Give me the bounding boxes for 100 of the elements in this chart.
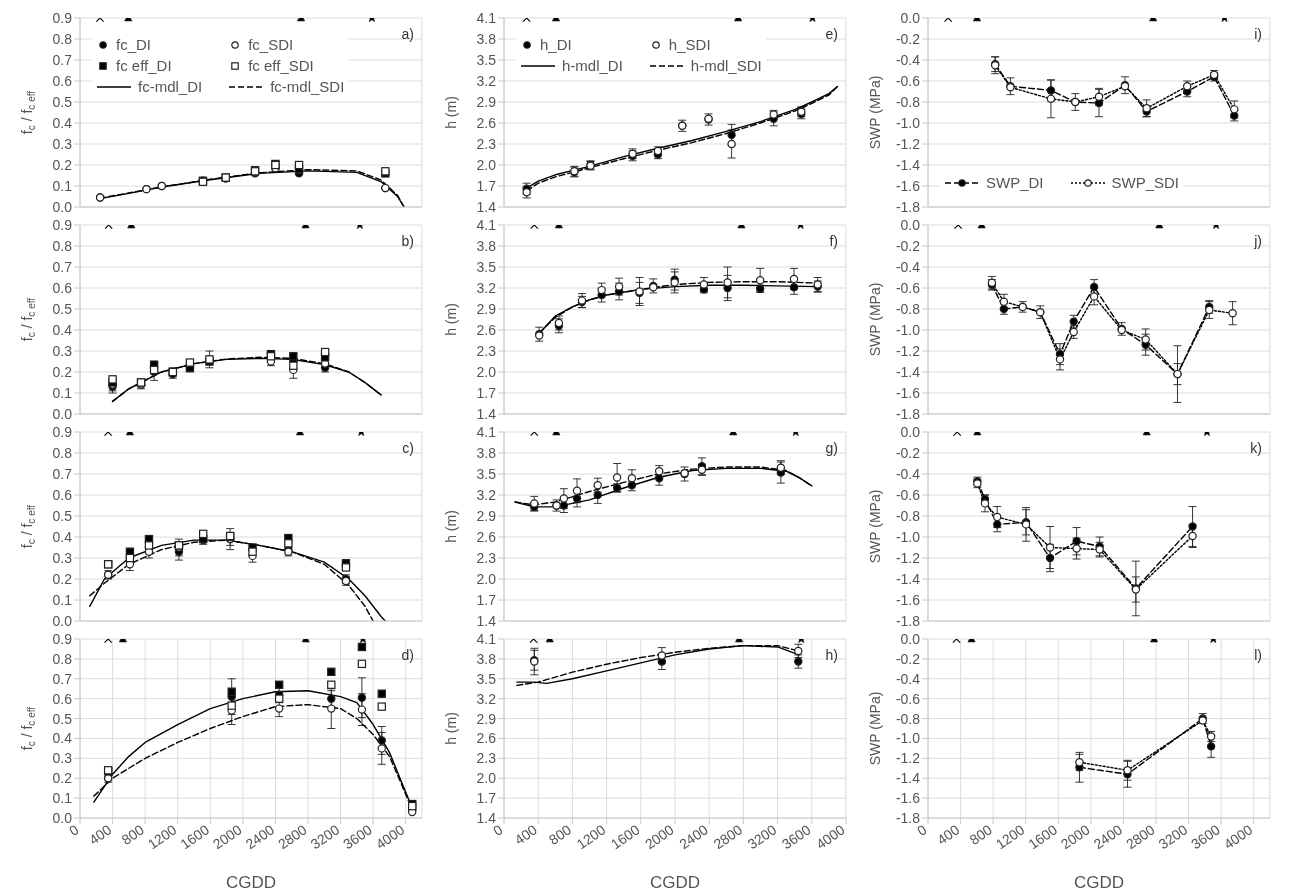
y-tick-label: -1.0 [895, 321, 921, 338]
x-tick-label: 800 [966, 821, 996, 848]
y-tick-label: 0.5 [52, 93, 73, 110]
y-tick-label: -0.6 [895, 690, 921, 707]
y-tick-label: 0.6 [52, 279, 73, 296]
y-tick-label: -1.4 [895, 570, 921, 587]
legend-label: fc eff_DI [116, 57, 172, 74]
y-tick-label: -1.2 [895, 549, 921, 566]
annotation: g) [825, 440, 838, 456]
y-tick-label: -1.8 [895, 198, 921, 215]
y-tick-label: 1.7 [476, 384, 497, 401]
y-tick-label: 4.1 [476, 423, 497, 440]
y-tick-label: 0.0 [52, 612, 73, 629]
annotation: k) [1250, 440, 1262, 456]
y-tick-label: 1.7 [476, 790, 497, 807]
y-tick-label: 2.3 [476, 750, 497, 767]
y-tick-label: 0.2 [52, 363, 73, 380]
y-tick-label: -0.4 [895, 51, 921, 68]
y-tick-label: -1.0 [895, 730, 921, 747]
y-tick-label: -1.8 [895, 612, 921, 629]
y-tick-label: 3.2 [476, 690, 497, 707]
y-tick-label: -0.6 [895, 279, 921, 296]
y-tick-label: 0.0 [52, 809, 73, 826]
y-tick-label: 0.9 [52, 9, 73, 26]
y-tick-label: -1.6 [895, 591, 921, 608]
legend-label: h_SDI [668, 36, 711, 53]
y-tick-label: 0.8 [52, 650, 73, 667]
y-tick-label: 0.8 [52, 237, 73, 254]
y-axis-title: SWP (MPa) [867, 691, 884, 766]
y-tick-label: 0.3 [52, 342, 73, 359]
y-tick-label: 0.0 [900, 9, 921, 26]
y-tick-label: 0.9 [52, 630, 73, 647]
y-tick-label: 0.3 [52, 135, 73, 152]
legend-label: SWP_SDI [1111, 174, 1180, 191]
y-tick-label: 3.8 [476, 237, 497, 254]
annotation: a) [401, 26, 414, 42]
legend-label: fc_SDI [248, 36, 294, 53]
y-tick-label: 3.5 [476, 670, 497, 687]
y-tick-label: 0.1 [52, 177, 73, 194]
y-tick-label: -0.8 [895, 710, 921, 727]
y-tick-label: 0.6 [52, 72, 73, 89]
y-tick-label: 2.3 [476, 549, 497, 566]
y-tick-label: 0.4 [52, 321, 73, 338]
annotation: h) [825, 647, 838, 663]
y-tick-label: 2.0 [476, 570, 497, 587]
y-tick-label: -0.2 [895, 650, 921, 667]
legend-label: fc-mdl_SDI [270, 78, 345, 95]
x-tick-label: 400 [511, 821, 541, 848]
y-tick-label: 2.3 [476, 342, 497, 359]
x-tick-label: 4000 [372, 821, 408, 853]
legend-label: h-mdl_SDI [690, 57, 762, 74]
y-axis-title: h (m) [443, 712, 460, 745]
y-tick-label: 0.1 [52, 384, 73, 401]
y-tick-label: 0.8 [52, 30, 73, 47]
y-tick-label: -1.4 [895, 156, 921, 173]
y-tick-label: 3.5 [476, 465, 497, 482]
y-tick-label: 0.5 [52, 300, 73, 317]
y-tick-label: 0.0 [900, 423, 921, 440]
y-tick-label: 3.8 [476, 650, 497, 667]
x-tick-label: 4000 [1220, 821, 1256, 853]
y-tick-label: -1.2 [895, 750, 921, 767]
y-tick-label: 0.4 [52, 528, 73, 545]
y-tick-label: 3.8 [476, 30, 497, 47]
y-tick-label: 0.7 [52, 258, 73, 275]
y-tick-label: 0.6 [52, 486, 73, 503]
x-tick-label: 4000 [813, 821, 848, 853]
legend-label: h-mdl_DI [562, 57, 623, 74]
y-axis-title: h (m) [443, 510, 460, 543]
y-tick-label: 2.0 [476, 363, 497, 380]
y-tick-label: -0.6 [895, 72, 921, 89]
legend-label: h_DI [540, 36, 572, 53]
y-tick-label: -1.6 [895, 384, 921, 401]
annotation: d) [401, 647, 414, 663]
y-tick-label: 0.0 [900, 630, 921, 647]
y-tick-label: 2.6 [476, 528, 497, 545]
y-tick-label: 2.9 [476, 507, 497, 524]
y-tick-label: 1.4 [476, 405, 497, 422]
y-tick-label: -1.8 [895, 809, 921, 826]
y-tick-label: -0.8 [895, 507, 921, 524]
y-tick-label: 1.7 [476, 591, 497, 608]
y-tick-label: 0.0 [52, 198, 73, 215]
y-tick-label: 0.2 [52, 156, 73, 173]
x-axis-title: CGDD [649, 873, 701, 892]
y-tick-label: -0.6 [895, 486, 921, 503]
y-axis-title: h (m) [443, 96, 460, 129]
y-tick-label: 4.1 [476, 9, 497, 26]
annotation: c) [402, 440, 414, 456]
annotation: b) [401, 233, 414, 249]
legend-label: SWP_DI [986, 174, 1044, 191]
y-tick-label: 2.0 [476, 770, 497, 787]
y-tick-label: -0.8 [895, 93, 921, 110]
annotation: j) [1254, 233, 1262, 249]
y-tick-label: 0.7 [52, 670, 73, 687]
y-tick-label: 0.7 [52, 51, 73, 68]
y-tick-label: -1.4 [895, 363, 921, 380]
y-tick-label: -1.0 [895, 528, 921, 545]
y-tick-label: -1.2 [895, 135, 921, 152]
annotation: e) [825, 26, 838, 42]
y-tick-label: 2.9 [476, 300, 497, 317]
y-tick-label: -1.4 [895, 770, 921, 787]
